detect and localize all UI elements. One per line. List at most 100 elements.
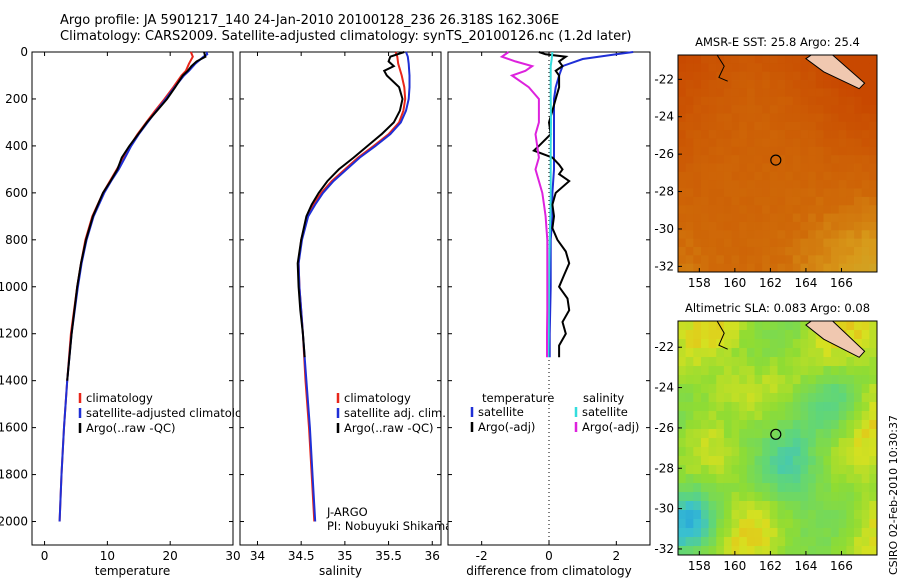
sla_map-cell <box>808 393 817 403</box>
sla_map-cell <box>685 420 694 430</box>
sla_map-cell <box>762 501 771 511</box>
sst_map-cell <box>746 146 755 156</box>
sst_map-cell <box>838 138 847 148</box>
sla_map-cell <box>777 447 786 457</box>
sst_map-cell <box>854 180 863 189</box>
sst_map-cell <box>678 80 687 89</box>
sla_map-cell <box>746 321 755 331</box>
sla_map-cell <box>762 474 771 484</box>
sst_map-cell <box>785 121 794 131</box>
sla_map-cell <box>746 474 755 484</box>
sst_map-cell <box>861 196 870 206</box>
sla_map-cell <box>815 393 824 403</box>
sst_map-cell <box>846 205 855 214</box>
sst_map-cell <box>739 163 748 173</box>
sla_map-cell <box>838 537 847 547</box>
salinity-axes-box <box>239 51 442 546</box>
sla_map-cell <box>731 474 740 484</box>
temperature-ytick-label: 800 <box>5 233 28 247</box>
sst_map-cell <box>785 88 794 98</box>
sst_map-cell <box>777 155 786 164</box>
sla_map-cell <box>739 510 748 520</box>
sla_map-cell <box>754 456 763 466</box>
sst_map-cell <box>823 138 832 148</box>
sla_map-title: Altimetric SLA: 0.083 Argo: 0.08 <box>685 301 870 315</box>
sst_map-cell <box>693 196 702 206</box>
sst_map-cell <box>800 238 809 248</box>
sst_map-cell <box>693 246 702 256</box>
sla_map-cell <box>739 339 748 349</box>
sla_map-cell <box>800 456 809 466</box>
sst_map-cell <box>754 121 763 131</box>
sla_map-cell <box>800 375 809 385</box>
sla_map-cell <box>739 384 748 394</box>
sla_map-cell <box>739 537 748 547</box>
sla_map-cell <box>693 321 702 331</box>
sla_map-cell <box>685 510 694 520</box>
sla_map-cell <box>861 411 870 421</box>
sla_map-cell <box>723 321 732 331</box>
sst_map-cell <box>762 163 771 173</box>
sla_map-cell <box>838 411 847 421</box>
sla_map-cell <box>739 546 748 556</box>
sst_map-cell <box>861 188 870 198</box>
sst_map-cell <box>854 96 863 106</box>
sla_map-cell <box>838 402 847 412</box>
sla_map-cell <box>708 366 717 376</box>
sla_map-cell <box>861 384 870 394</box>
sla_map-cell <box>846 492 855 502</box>
sst_map-cell <box>708 238 717 248</box>
sla_map-cell <box>693 366 702 376</box>
sst_map-cell <box>815 113 824 123</box>
sla_map-cell <box>739 528 748 538</box>
sla_map-cell <box>808 483 817 493</box>
sla_map-cell <box>861 537 870 547</box>
sla_map-cell <box>854 402 863 412</box>
sla_map-cell <box>746 357 755 367</box>
sst_map-cell <box>861 63 870 73</box>
sst_map-cell <box>777 196 786 206</box>
sla_map-cell <box>846 375 855 385</box>
sst_map-cell <box>723 71 732 81</box>
sst_map-cell <box>869 71 878 81</box>
sst_map-cell <box>746 188 755 198</box>
sst_map-cell <box>731 196 740 206</box>
sst_map-cell <box>831 196 840 206</box>
sla_map-xtick-label: 162 <box>759 559 782 573</box>
sst_map-cell <box>739 146 748 156</box>
sla_map-cell <box>678 456 687 466</box>
sst_map-cell <box>815 255 824 265</box>
sla_map-cell <box>746 438 755 448</box>
sla_map-cell <box>731 348 740 358</box>
sst_map-cell <box>792 63 801 73</box>
sst_map-cell <box>685 205 694 214</box>
sst_map-cell <box>723 88 732 98</box>
sla_map-cell <box>693 438 702 448</box>
sla_map-cell <box>831 546 840 556</box>
sla_map-cell <box>838 528 847 538</box>
sla_map-cell <box>693 537 702 547</box>
sla_map-cell <box>785 402 794 412</box>
sla_map-cell <box>838 321 847 331</box>
sla_map-cell <box>762 330 771 340</box>
sst_map-cell <box>823 80 832 89</box>
sst_map-cell <box>685 55 694 64</box>
sla_map-cell <box>769 537 778 547</box>
sst_map-cell <box>831 238 840 248</box>
sla_map-cell <box>716 492 725 502</box>
sst_map-cell <box>831 246 840 256</box>
sst_map-cell <box>716 121 725 131</box>
sst_map-cell <box>861 146 870 156</box>
sla_map-cell <box>815 438 824 448</box>
sst_map-cell <box>808 121 817 131</box>
sst_map-cell <box>823 230 832 240</box>
sla_map-cell <box>854 528 863 538</box>
sst_map-cell <box>723 96 732 106</box>
sla_map-cell <box>769 411 778 421</box>
sla_map-cell <box>808 474 817 484</box>
sst_map-cell <box>693 230 702 240</box>
sla_map-cell <box>854 366 863 376</box>
sla_map-cell <box>777 330 786 340</box>
sla_map-cell <box>869 465 878 475</box>
